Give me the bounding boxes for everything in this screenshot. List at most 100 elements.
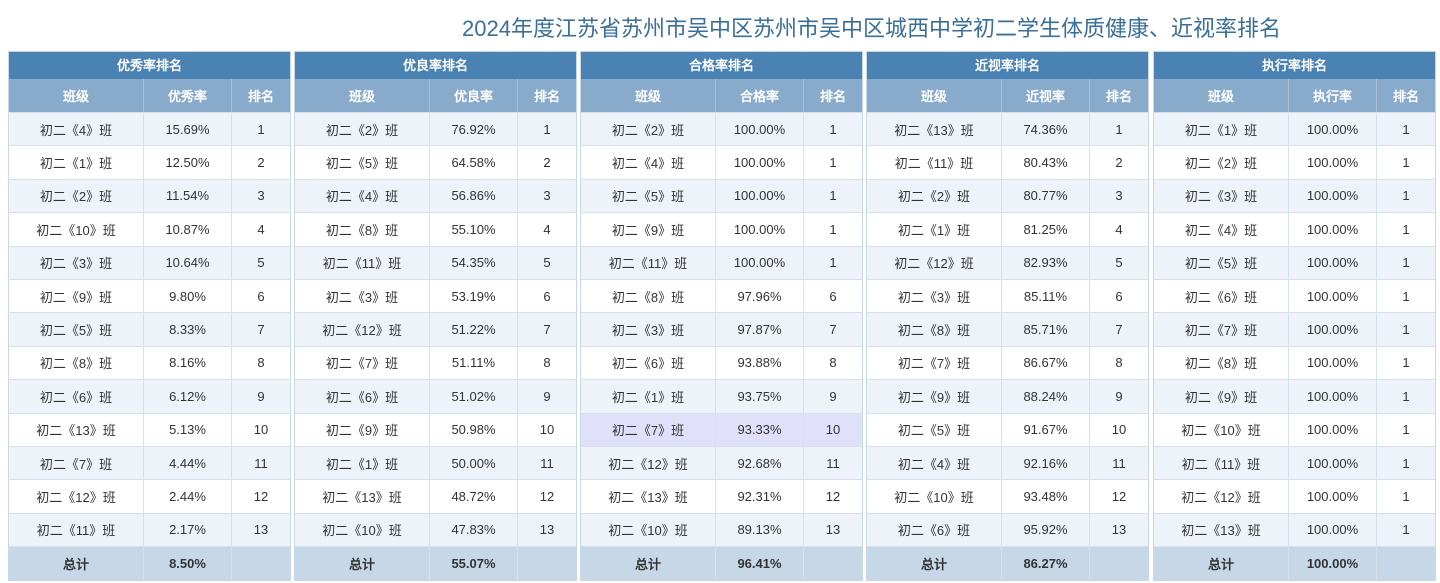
table-row[interactable]: 初二《13》班 48.72% 12 [295,479,576,513]
cell-class: 初二《4》班 [1184,222,1258,238]
table-row[interactable]: 初二《10》班 89.13% 13 [581,512,862,547]
table-row[interactable]: 初二《6》班 95.92% 13 [867,512,1148,547]
total-label: 总计 [348,557,375,573]
cell-rank: 9 [231,380,290,413]
table-row[interactable]: 初二《4》班 56.86% 3 [295,178,576,213]
table-row[interactable]: 初二《6》班 6.12% 9 [9,379,290,413]
cell-class: 初二《3》班 [39,256,113,272]
table-row[interactable]: 初二《3》班 85.11% 6 [867,278,1148,313]
table-row[interactable]: 初二《11》班 80.43% 2 [867,145,1148,179]
column-header-rate: 近视率 [1001,79,1089,112]
table-row[interactable]: 初二《8》班 8.16% 8 [9,345,290,380]
table-row[interactable]: 初二《10》班 93.48% 12 [867,479,1148,513]
cell-rate: 100.00% [1288,179,1376,213]
table-row[interactable]: 初二《2》班 100.00% 1 [1154,145,1435,179]
table-row[interactable]: 初二《7》班 86.67% 8 [867,345,1148,380]
table-row[interactable]: 初二《9》班 50.98% 10 [295,412,576,446]
table-row[interactable]: 初二《6》班 51.02% 9 [295,379,576,413]
table-row[interactable]: 初二《6》班 93.88% 8 [581,345,862,380]
table-row[interactable]: 初二《9》班 88.24% 9 [867,379,1148,413]
table-row[interactable]: 初二《5》班 100.00% 1 [1154,245,1435,279]
table-row[interactable]: 初二《11》班 100.00% 1 [1154,445,1435,480]
table-row[interactable]: 初二《2》班 11.54% 3 [9,178,290,213]
cell-rate: 100.00% [1288,146,1376,179]
table-row[interactable]: 初二《4》班 15.69% 1 [9,112,290,146]
cell-rate: 8.33% [143,313,231,346]
table-row[interactable]: 初二《8》班 97.96% 6 [581,278,862,313]
table-row[interactable]: 初二《3》班 100.00% 1 [1154,178,1435,213]
table-row[interactable]: 初二《5》班 100.00% 1 [581,178,862,213]
cell-rate: 86.67% [1001,346,1089,380]
cell-rank: 11 [231,446,290,480]
table-row[interactable]: 初二《2》班 76.92% 1 [295,112,576,146]
table-row[interactable]: 初二《7》班 4.44% 11 [9,445,290,480]
table-row[interactable]: 初二《7》班 93.33% 10 [581,412,862,446]
cell-rate: 53.19% [429,279,517,313]
table-row[interactable]: 初二《12》班 2.44% 12 [9,479,290,513]
table-row[interactable]: 初二《7》班 51.11% 8 [295,345,576,380]
cell-rate: 100.00% [1288,213,1376,246]
column-header-row: 班级 近视率 排名 [867,79,1148,112]
table-row[interactable]: 初二《1》班 100.00% 1 [1154,112,1435,146]
total-rate: 55.07% [429,547,517,581]
table-row[interactable]: 初二《5》班 64.58% 2 [295,145,576,179]
cell-rank: 1 [231,113,290,146]
cell-rank: 6 [517,279,576,313]
cell-rate: 6.12% [143,380,231,413]
cell-rate: 100.00% [715,113,803,146]
table-row[interactable]: 初二《12》班 82.93% 5 [867,245,1148,279]
table-row[interactable]: 初二《8》班 85.71% 7 [867,312,1148,346]
table-row[interactable]: 初二《10》班 47.83% 13 [295,512,576,547]
cell-class: 初二《8》班 [1184,356,1258,372]
table-row[interactable]: 初二《10》班 10.87% 4 [9,212,290,246]
table-row[interactable]: 初二《13》班 74.36% 1 [867,112,1148,146]
table-row[interactable]: 初二《1》班 12.50% 2 [9,145,290,179]
panel-title: 优良率排名 [295,52,576,79]
table-row[interactable]: 初二《12》班 100.00% 1 [1154,479,1435,513]
table-row[interactable]: 初二《13》班 100.00% 1 [1154,512,1435,547]
cell-rate: 97.96% [715,279,803,313]
table-row[interactable]: 初二《1》班 81.25% 4 [867,212,1148,246]
table-row[interactable]: 初二《13》班 5.13% 10 [9,412,290,446]
table-row[interactable]: 初二《4》班 100.00% 1 [581,145,862,179]
table-row[interactable]: 初二《5》班 8.33% 7 [9,312,290,346]
table-row[interactable]: 初二《11》班 2.17% 13 [9,512,290,547]
column-header-class: 班级 [920,89,947,104]
table-row[interactable]: 初二《13》班 92.31% 12 [581,479,862,513]
table-row[interactable]: 初二《9》班 9.80% 6 [9,278,290,313]
cell-class: 初二《10》班 [322,523,402,539]
table-row[interactable]: 初二《3》班 53.19% 6 [295,278,576,313]
table-row[interactable]: 初二《3》班 97.87% 7 [581,312,862,346]
table-row[interactable]: 初二《4》班 92.16% 11 [867,445,1148,480]
cell-rank: 1 [1376,380,1435,413]
table-row[interactable]: 初二《4》班 100.00% 1 [1154,212,1435,246]
table-row[interactable]: 初二《9》班 100.00% 1 [581,212,862,246]
table-row[interactable]: 初二《5》班 91.67% 10 [867,412,1148,446]
table-row[interactable]: 初二《10》班 100.00% 1 [1154,412,1435,446]
cell-rate: 82.93% [1001,246,1089,279]
table-row[interactable]: 初二《11》班 54.35% 5 [295,245,576,279]
table-row[interactable]: 初二《1》班 93.75% 9 [581,379,862,413]
table-row[interactable]: 初二《8》班 100.00% 1 [1154,345,1435,380]
cell-rank: 1 [1376,113,1435,146]
table-row[interactable]: 初二《7》班 100.00% 1 [1154,312,1435,346]
table-row[interactable]: 初二《9》班 100.00% 1 [1154,379,1435,413]
table-row[interactable]: 初二《1》班 50.00% 11 [295,445,576,480]
cell-class: 初二《12》班 [1181,489,1261,505]
table-body: 初二《13》班 74.36% 1 初二《11》班 80.43% 2 初二《2》班 80.77%… [867,112,1148,547]
table-row[interactable]: 初二《12》班 92.68% 11 [581,445,862,480]
table-row[interactable]: 初二《2》班 100.00% 1 [581,112,862,146]
table-row[interactable]: 初二《8》班 55.10% 4 [295,212,576,246]
panel-title: 优秀率排名 [9,52,290,79]
table-row[interactable]: 初二《12》班 51.22% 7 [295,312,576,346]
table-row[interactable]: 初二《6》班 100.00% 1 [1154,278,1435,313]
total-rank [1376,547,1435,581]
cell-rank: 10 [803,413,862,446]
table-row[interactable]: 初二《2》班 80.77% 3 [867,178,1148,213]
column-header-rate: 优良率 [429,79,517,112]
cell-rate: 100.00% [1288,346,1376,380]
cell-rate: 80.43% [1001,146,1089,179]
table-row[interactable]: 初二《11》班 100.00% 1 [581,245,862,279]
table-row[interactable]: 初二《3》班 10.64% 5 [9,245,290,279]
panel-good-rate: 优良率排名 班级 优良率 排名 初二《2》班 76.92% 1 初二《5》班 64.58% 2 初二… [294,51,577,581]
